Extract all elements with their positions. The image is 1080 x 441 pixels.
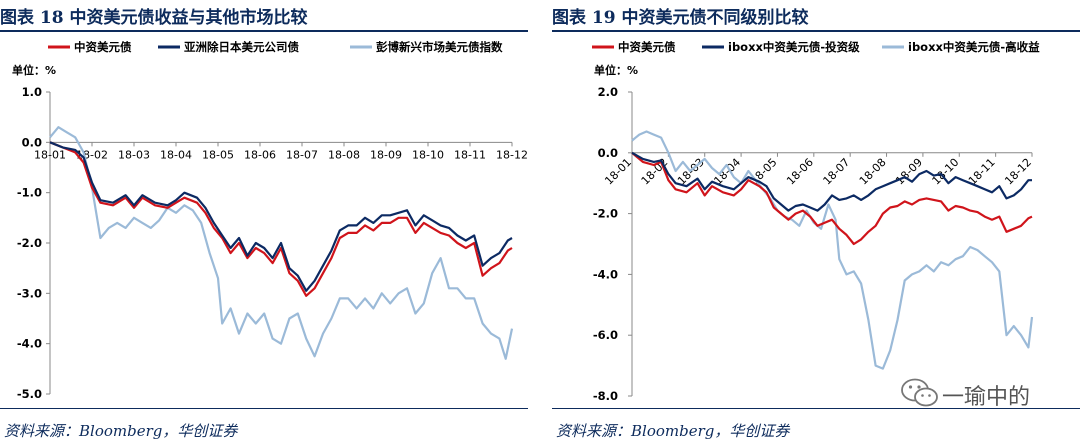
x-tick-label: 18-06 <box>244 148 276 161</box>
watermark-text: 一瑜中的 <box>942 385 1031 410</box>
figure-18: 图表 18 中资美元债收益与其他市场比较 中资美元债 亚洲除日本美元公司债 彭博新兴… <box>0 0 528 441</box>
series-line <box>631 151 1033 246</box>
y-tick-label: -1.0 <box>17 186 42 200</box>
y-tick-label: 0.0 <box>22 135 42 149</box>
y-tick-label: -8.0 <box>593 389 618 403</box>
x-tick-label: 18-04 <box>160 148 192 161</box>
y-tick-label: -2.0 <box>593 207 618 221</box>
x-tick-label: 18-01 <box>34 148 66 161</box>
x-tick-label: 18-07 <box>821 156 853 188</box>
title-rule <box>552 30 1080 32</box>
series-line <box>49 141 513 292</box>
x-tick-label: 18-07 <box>286 148 318 161</box>
x-tick-label: 18-05 <box>202 148 234 161</box>
wechat-icon <box>901 378 938 407</box>
y-tick-label: -3.0 <box>17 286 42 300</box>
x-tick-label: 18-03 <box>118 148 150 161</box>
y-tick-label: -4.0 <box>17 337 42 351</box>
unit-label: 单位：% <box>594 63 638 77</box>
legend-label: iboxx中资美元债-高收益 <box>908 40 1040 54</box>
series-line <box>631 130 1034 370</box>
source-rule <box>0 408 528 409</box>
figure-title: 图表 19 中资美元债不同级别比较 <box>552 8 809 28</box>
legend-label: iboxx中资美元债-投资级 <box>728 40 860 54</box>
series-line <box>49 126 514 360</box>
series-line <box>49 141 513 297</box>
x-tick-label: 18-08 <box>328 148 360 161</box>
y-tick-label: -5.0 <box>17 387 42 401</box>
source-note: 资料来源：Bloomberg，华创证券 <box>4 422 238 440</box>
x-tick-label: 18-12 <box>496 148 528 161</box>
x-tick-label: 18-01 <box>602 156 634 188</box>
y-tick-label: 2.0 <box>598 85 618 99</box>
legend-label: 亚洲除日本美元公司债 <box>184 40 299 54</box>
legend-label: 彭博新兴市场美元债指数 <box>376 40 503 54</box>
source-note: 资料来源：Bloomberg，华创证券 <box>556 422 790 440</box>
x-tick-label: 18-10 <box>930 156 962 188</box>
y-tick-label: 0.0 <box>598 146 618 160</box>
y-tick-label: -6.0 <box>593 328 618 342</box>
unit-label: 单位：% <box>12 63 56 77</box>
x-tick-label: 18-11 <box>454 148 486 161</box>
title-rule <box>0 30 528 32</box>
legend-label: 中资美元债 <box>74 40 132 54</box>
figure-title: 图表 18 中资美元债收益与其他市场比较 <box>0 8 308 28</box>
x-tick-label: 18-09 <box>370 148 402 161</box>
x-tick-label: 18-06 <box>784 156 816 188</box>
legend-label: 中资美元债 <box>618 40 676 54</box>
series-line <box>631 151 1032 212</box>
x-tick-label: 18-10 <box>412 148 444 161</box>
x-tick-label: 18-09 <box>893 156 925 188</box>
x-tick-label: 18-08 <box>857 156 889 188</box>
watermark: 一瑜中的 <box>900 376 1070 416</box>
figure-19: 图表 19 中资美元债不同级别比较 中资美元债 iboxx中资美元债-投资级 ibo… <box>552 0 1080 441</box>
y-tick-label: -2.0 <box>17 236 42 250</box>
y-tick-label: -4.0 <box>593 267 618 281</box>
x-tick-label: 18-12 <box>1002 156 1034 188</box>
source-rule <box>552 408 1080 409</box>
y-tick-label: 1.0 <box>22 85 42 99</box>
